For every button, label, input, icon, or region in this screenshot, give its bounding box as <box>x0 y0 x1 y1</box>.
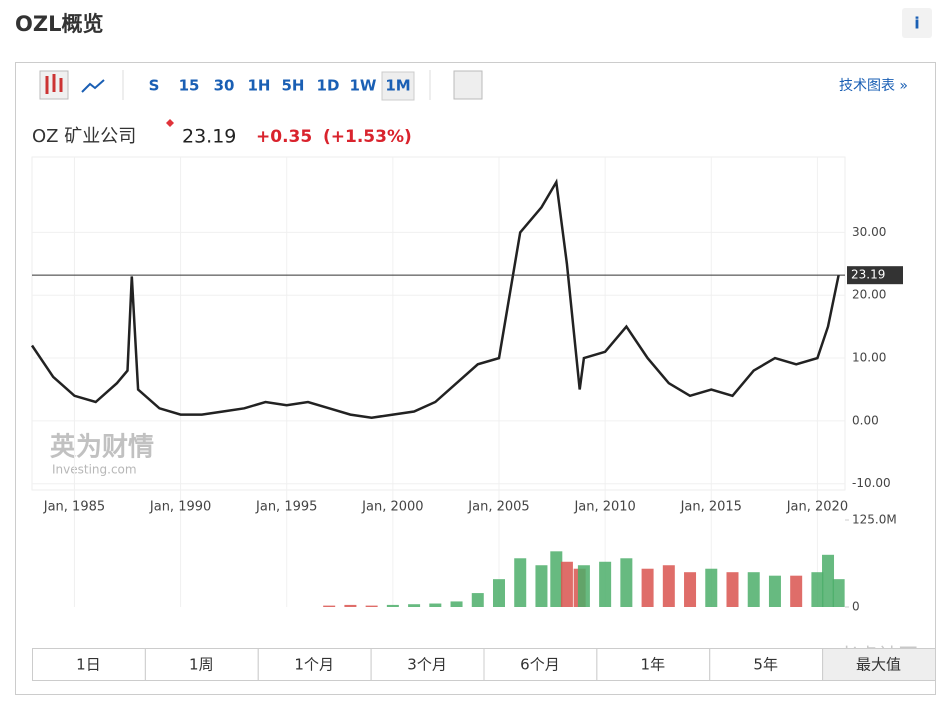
interval-button[interactable]: 30 <box>214 77 235 95</box>
y-tick-label: 30.00 <box>852 225 886 239</box>
volume-bar <box>726 572 739 607</box>
settings-button[interactable] <box>453 70 483 100</box>
volume-bar <box>662 565 675 607</box>
volume-bar <box>560 561 573 607</box>
x-tick-label: Jan, 2020 <box>786 500 848 515</box>
volume-bar <box>492 579 505 607</box>
info-button[interactable] <box>902 8 932 38</box>
page-title: OZL概览 <box>15 12 103 36</box>
volume-bar <box>365 605 378 607</box>
volume-bar <box>684 572 697 607</box>
candle-type-button[interactable] <box>39 70 69 100</box>
interval-button[interactable]: 15 <box>179 77 200 95</box>
volume-tick-label: 125.0M <box>852 513 897 527</box>
volume-bar <box>514 558 527 607</box>
volume-bar <box>535 565 548 607</box>
range-button[interactable] <box>596 648 711 681</box>
range-label[interactable]: 1年 <box>641 656 666 674</box>
volume-bar <box>811 572 824 607</box>
range-label[interactable]: 6个月 <box>520 656 560 674</box>
range-button[interactable] <box>483 648 598 681</box>
volume-bar <box>832 579 845 607</box>
line-type-button[interactable] <box>81 79 105 93</box>
range-button[interactable] <box>822 648 936 681</box>
interval-button[interactable]: S <box>149 77 160 95</box>
volume-bar <box>550 551 563 607</box>
candle-icon <box>45 74 63 94</box>
x-tick-label: Jan, 2015 <box>680 500 742 515</box>
volume-bar <box>599 561 612 607</box>
range-label[interactable]: 1个月 <box>294 656 334 674</box>
x-tick-label: Jan, 2010 <box>573 500 635 515</box>
status-dot <box>166 119 174 127</box>
y-tick-label: 10.00 <box>852 351 886 365</box>
widget-frame <box>15 62 936 695</box>
volume-bar <box>620 558 633 607</box>
range-button[interactable] <box>709 648 824 681</box>
volume-bar <box>822 554 835 607</box>
instrument-name: OZ 矿业公司 <box>32 126 136 147</box>
volume-bar <box>768 575 781 607</box>
range-button[interactable] <box>144 648 259 681</box>
interval-button[interactable]: 1M <box>385 77 410 95</box>
volume-bar <box>705 568 718 607</box>
price: 23.19 <box>182 126 236 148</box>
volume-bar <box>641 568 654 607</box>
range-button[interactable] <box>370 648 485 681</box>
change: +0.35 <box>256 127 312 147</box>
watermark: 英为财情 <box>50 433 154 463</box>
volume-bar <box>408 604 421 607</box>
interval-selected[interactable] <box>381 71 415 101</box>
interval-button[interactable]: 1W <box>350 77 377 95</box>
x-tick-label: Jan, 2005 <box>467 500 529 515</box>
last-price-label: 23.19 <box>851 268 885 282</box>
y-tick-label: 20.00 <box>852 288 886 302</box>
range-label[interactable]: 5年 <box>753 656 778 674</box>
x-tick-label: Jan, 1985 <box>43 500 105 515</box>
plot-area <box>31 156 846 491</box>
tech-chart-link[interactable]: 技术图表 » <box>839 78 908 94</box>
interval-button[interactable]: 1D <box>317 77 340 95</box>
watermark: Investing.com <box>52 463 137 477</box>
volume-bar <box>344 604 357 607</box>
volume-bar <box>577 565 590 607</box>
price-line <box>30 178 840 419</box>
volume-bar <box>790 575 803 607</box>
y-tick-label: -10.00 <box>852 476 891 490</box>
info-icon[interactable]: i <box>914 14 919 33</box>
volume-tick-label: 0 <box>852 600 860 614</box>
last-price-box <box>847 266 903 285</box>
volume-bar <box>471 593 484 607</box>
interval-button[interactable]: 1H <box>248 77 271 95</box>
volume-bar <box>747 572 760 607</box>
range-label[interactable]: 1日 <box>76 656 101 674</box>
volume-bar <box>386 604 399 607</box>
volume-bar <box>429 603 442 607</box>
y-tick-label: 0.00 <box>852 413 879 427</box>
range-button[interactable] <box>257 648 372 681</box>
change-pct: (+1.53%) <box>323 127 412 147</box>
x-tick-label: Jan, 1995 <box>255 500 317 515</box>
range-label[interactable]: 1周 <box>189 656 214 674</box>
volume-bar <box>450 601 463 607</box>
interval-button[interactable]: 5H <box>282 77 305 95</box>
range-label[interactable]: 3个月 <box>407 656 447 674</box>
x-tick-label: Jan, 2000 <box>361 500 423 515</box>
volume-bar <box>323 605 336 607</box>
range-label[interactable]: 最大值 <box>856 656 901 674</box>
x-tick-label: Jan, 1990 <box>149 500 211 515</box>
